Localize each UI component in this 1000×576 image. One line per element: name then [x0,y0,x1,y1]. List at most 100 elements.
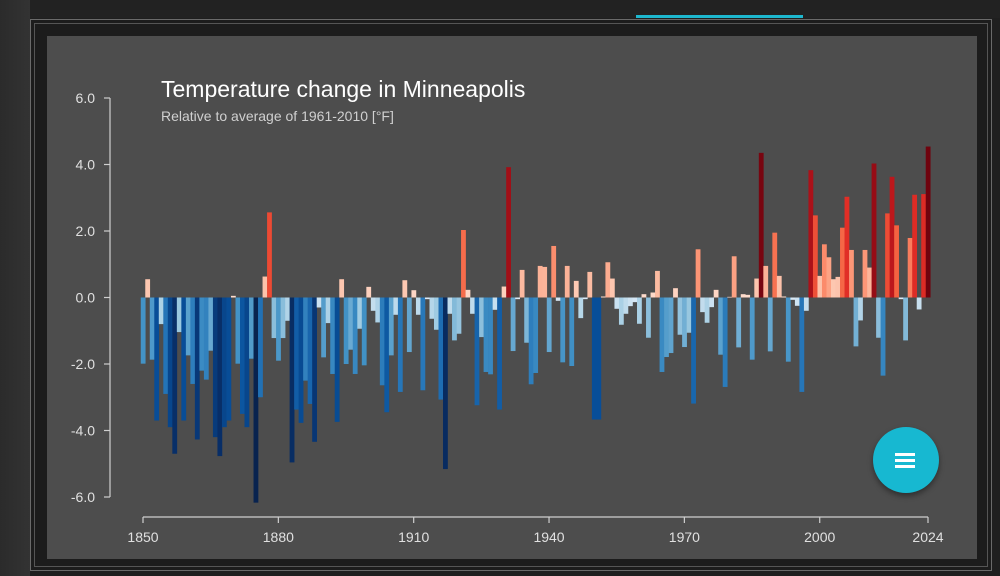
bar-2023 [921,194,927,298]
bar-1888 [312,297,317,442]
bar-1854 [158,297,164,325]
x-tick-label: 1850 [127,529,158,545]
bar-1872 [240,297,245,414]
bar-1957 [623,297,629,314]
bar-1860 [185,297,191,356]
bar-1856 [167,297,173,428]
bar-1950 [591,297,597,420]
bar-1974 [700,297,705,313]
bar-1885 [298,297,304,423]
bar-1908 [402,280,408,298]
x-tick-label: 2024 [912,529,943,545]
bar-1898 [357,297,363,329]
bar-1968 [673,288,678,298]
bar-2000 [817,275,823,298]
top-bar [30,0,1000,18]
bar-1959 [632,297,638,303]
bar-1942 [555,297,561,301]
bar-1901 [370,297,376,311]
bar-2019 [903,297,908,341]
y-tick-label: 0.0 [76,290,96,306]
y-tick-label: -4.0 [71,423,95,439]
y-tick-label: 4.0 [76,157,96,173]
bar-1934 [519,269,525,298]
bar-1924 [474,297,480,406]
bar-1862 [194,297,200,440]
bar-1973 [695,249,701,298]
bar-1989 [767,297,773,352]
bar-1909 [406,297,412,353]
active-tab-indicator [636,15,803,18]
bar-1982 [736,297,742,348]
bar-1893 [334,297,340,422]
bar-1886 [303,297,308,381]
bar-1983 [740,294,746,298]
bar-1992 [781,296,787,298]
bar-1894 [339,279,345,298]
left-edge [0,0,30,576]
bar-2004 [835,276,841,298]
bar-1986 [754,278,760,298]
bar-2021 [912,194,918,298]
bar-1994 [790,297,796,300]
bar-1853 [154,297,160,421]
bar-1904 [384,297,390,413]
x-tick-label: 1880 [263,529,294,545]
bar-1878 [267,212,272,298]
bar-1871 [235,297,241,364]
bar-1915 [433,297,439,330]
bar-1980 [727,296,733,298]
menu-fab-button[interactable] [873,427,939,493]
bar-1971 [686,297,692,333]
bar-1897 [352,297,358,374]
bar-2001 [821,244,827,298]
bar-2013 [876,297,881,338]
bar-1962 [646,297,651,338]
bar-1877 [262,276,268,298]
bar-1964 [655,270,660,298]
bar-1880 [276,297,281,361]
bar-1928 [492,297,498,310]
bar-2002 [826,257,832,298]
bar-1988 [763,265,769,298]
bar-1949 [587,271,593,298]
bar-1979 [722,297,728,387]
y-tick-label: 6.0 [76,90,96,106]
x-tick-label: 2000 [804,529,835,545]
bar-1935 [524,297,530,343]
bar-1920 [456,297,462,334]
bar-1931 [506,167,511,298]
bar-1907 [397,297,403,392]
bar-1896 [348,297,354,350]
bar-1978 [718,297,724,355]
bar-1945 [569,297,575,366]
bar-1869 [226,297,232,421]
bar-1970 [682,297,687,348]
bar-1914 [429,297,435,319]
bar-1866 [212,297,218,438]
bar-1900 [366,286,372,298]
bar-1865 [208,297,214,351]
bar-1929 [497,297,502,410]
bar-1952 [600,296,606,298]
bar-1918 [447,297,453,314]
bar-1868 [221,297,227,428]
bar-1912 [420,297,426,391]
bar-1960 [637,297,642,324]
bar-2006 [844,196,850,298]
bar-1922 [465,289,471,298]
bar-1867 [217,297,223,457]
bar-1937 [533,297,539,373]
bar-1910 [411,290,417,298]
bar-1921 [461,230,466,298]
bar-1923 [470,297,475,314]
y-tick-label: -6.0 [71,489,95,505]
bar-1855 [163,297,169,394]
bar-2020 [907,237,913,298]
bar-1858 [176,297,182,333]
bar-1919 [452,297,457,341]
bar-1936 [528,297,534,385]
bar-2024 [925,146,931,298]
bar-1976 [709,297,714,308]
bar-2011 [867,267,872,298]
